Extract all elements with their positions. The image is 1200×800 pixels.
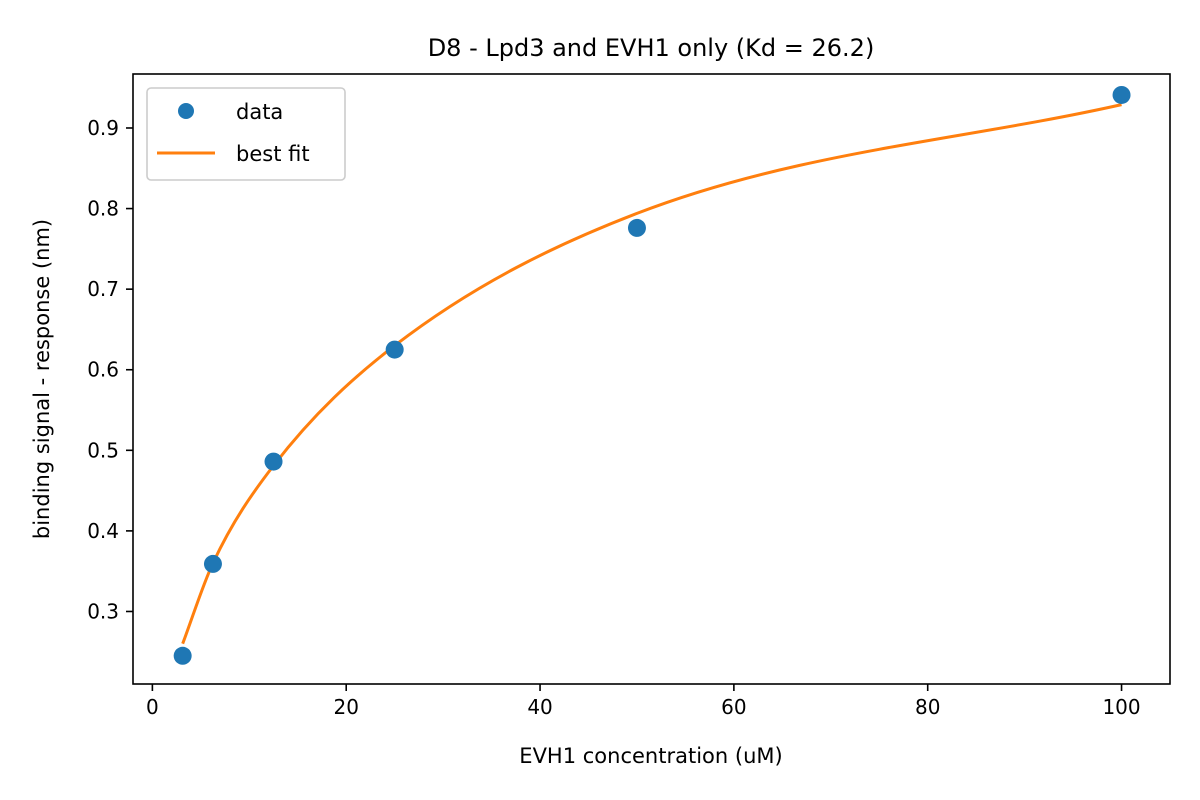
plot-area <box>173 85 1131 665</box>
y-axis: 0.3 0.4 0.5 0.6 0.7 0.8 0.9 <box>87 116 133 623</box>
x-tick-label: 60 <box>721 695 746 719</box>
data-point <box>264 452 283 471</box>
x-tick-label: 20 <box>333 695 358 719</box>
legend-data-marker <box>178 103 194 119</box>
x-axis-title: EVH1 concentration (uM) <box>519 744 782 768</box>
x-tick-label: 0 <box>146 695 159 719</box>
axes-frame <box>132 73 1171 685</box>
data-point <box>173 646 192 665</box>
legend: data best fit <box>146 87 346 181</box>
best-fit-line <box>181 103 1122 645</box>
legend-box <box>146 87 346 181</box>
x-tick-label: 100 <box>1102 695 1140 719</box>
x-axis: 0 20 40 60 80 100 <box>146 684 1141 719</box>
y-tick-label: 0.7 <box>87 277 119 301</box>
y-tick-label: 0.3 <box>87 599 119 623</box>
data-point <box>1112 85 1131 104</box>
y-tick-label: 0.8 <box>87 197 119 221</box>
x-tick-label: 80 <box>915 695 940 719</box>
y-tick-label: 0.4 <box>87 519 119 543</box>
chart-title: D8 - Lpd3 and EVH1 only (Kd = 26.2) <box>428 34 875 62</box>
legend-data-label: data <box>236 100 283 124</box>
y-tick-label: 0.6 <box>87 358 119 382</box>
data-point <box>627 218 646 237</box>
y-tick-label: 0.5 <box>87 438 119 462</box>
y-tick-label: 0.9 <box>87 116 119 140</box>
data-point <box>203 554 222 573</box>
x-tick-label: 40 <box>527 695 552 719</box>
data-point <box>385 340 404 359</box>
legend-fit-label: best fit <box>236 142 310 166</box>
y-axis-title: binding signal - response (nm) <box>30 219 54 539</box>
